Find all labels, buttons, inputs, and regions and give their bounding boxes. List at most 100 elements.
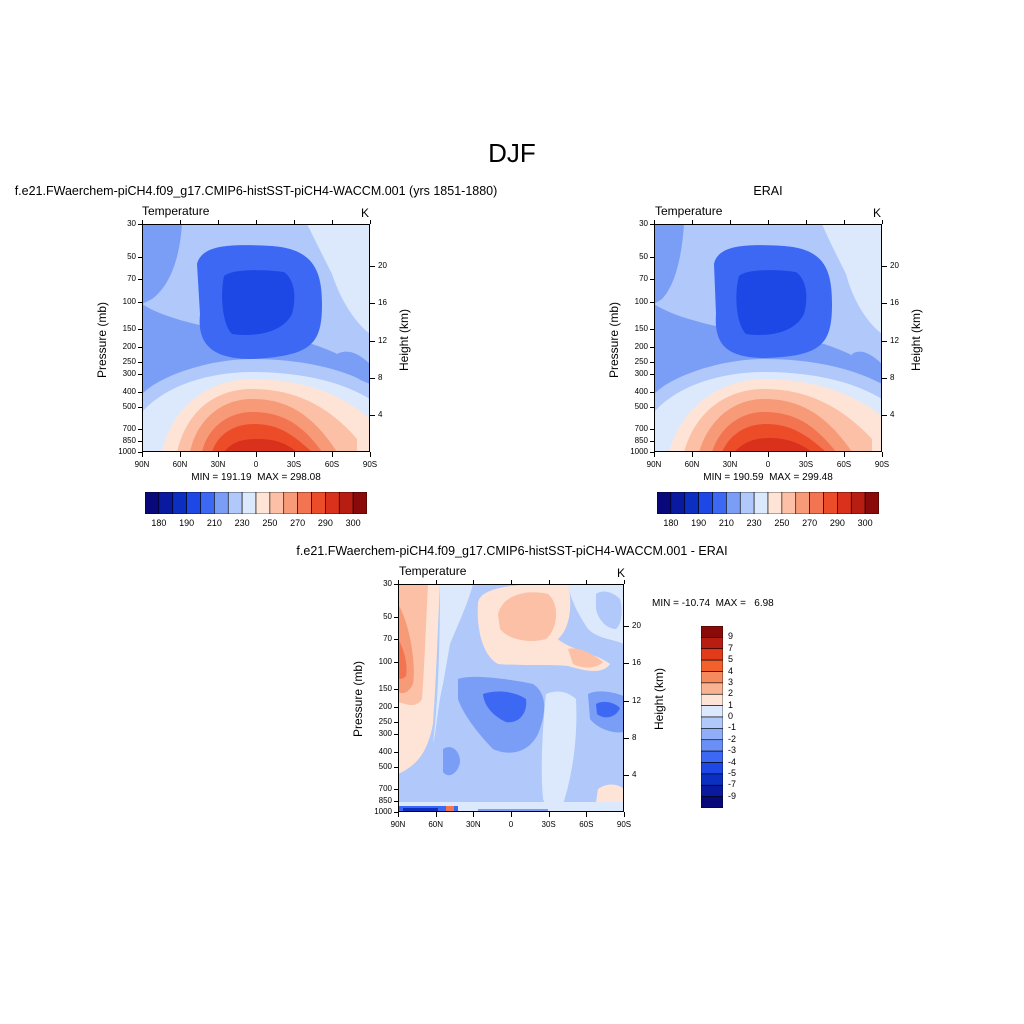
panel1-xtick-mark	[218, 452, 219, 457]
panel2-ytick: 30	[639, 219, 648, 228]
panel2-ytick: 500	[634, 401, 648, 411]
panel2-ytick: 70	[639, 274, 648, 284]
panel3-ytick-mark	[394, 617, 398, 618]
panel1-ytick-mark	[138, 374, 142, 375]
panel3-height-tick-mark	[624, 626, 629, 627]
panel2-plot	[654, 224, 882, 452]
colorbar-box	[269, 492, 285, 514]
panel2-xtick: 0	[765, 460, 771, 469]
colorbar-box	[781, 492, 797, 514]
colorbar-box	[297, 492, 312, 514]
panel3-xtick-mark-top	[586, 580, 587, 584]
colorbar-box	[701, 637, 723, 650]
panel3-ytick-mark	[394, 734, 398, 735]
colorbar-tick-label: 1	[728, 699, 734, 710]
panel2-height-tick-mark	[882, 378, 887, 379]
panel1-ytick-mark	[138, 347, 142, 348]
panel2-xtick-mark	[768, 452, 769, 457]
panel3-ytick-mark	[394, 789, 398, 790]
colorbar-box	[255, 492, 271, 514]
panel3-ytick-mark	[394, 812, 398, 813]
panel1-xtick-mark	[180, 452, 181, 457]
colorbar-tick-label: 270	[290, 518, 306, 528]
panel2-height-tick: 8	[890, 372, 895, 382]
colorbar-tick-label: 7	[728, 642, 734, 653]
panel3-title: f.e21.FWaerchem-piCH4.f09_g17.CMIP6-hist…	[296, 544, 728, 558]
panel1-height-tick: 4	[378, 409, 383, 419]
panel3-xtick-mark-top	[549, 580, 550, 584]
panel2-xtick-mark-top	[654, 220, 655, 224]
colorbar-box	[837, 492, 852, 514]
colorbar-tick-label: -5	[728, 767, 737, 778]
panel3-xtick-mark	[549, 812, 550, 817]
panel3-ytick-mark	[394, 584, 398, 585]
colorbar-box	[325, 492, 340, 514]
panel2-ytick-mark	[650, 302, 654, 303]
panel1-xtick-mark	[294, 452, 295, 457]
panel1-ytick-mark	[138, 429, 142, 430]
panel1-height-tick-mark	[370, 303, 375, 304]
panel3-height-tick: 20	[632, 621, 641, 631]
panel2-ytick: 300	[634, 368, 648, 378]
panel1-ytick-mark	[138, 452, 142, 453]
panel3-ytick: 700	[378, 783, 392, 793]
colorbar-box	[701, 705, 723, 718]
colorbar-box	[227, 492, 243, 514]
panel2-ytick-mark	[650, 257, 654, 258]
panel1-plot	[142, 224, 370, 452]
panel3-ytick: 100	[378, 657, 392, 667]
panel3-height-tick: 16	[632, 658, 641, 668]
panel2-ytick: 200	[634, 342, 648, 352]
colorbar-tick-label: -9	[728, 790, 737, 801]
panel3-ytick-mark	[394, 722, 398, 723]
panel1-height-tick-mark	[370, 266, 375, 267]
panel3-ytick: 850	[378, 796, 392, 806]
panel3-height-tick-mark	[624, 701, 629, 702]
colorbar-box	[712, 492, 727, 514]
colorbar-box	[864, 492, 879, 514]
colorbar-tick-label: 9	[728, 631, 734, 642]
main-title: DJF	[488, 138, 536, 168]
panel1-xtick-mark	[370, 452, 371, 457]
panel3-ytick: 300	[378, 728, 392, 738]
colorbar-box	[186, 492, 201, 514]
panel3-colorbar	[701, 626, 723, 808]
colorbar-box	[241, 492, 257, 514]
colorbar-box	[701, 648, 723, 661]
colorbar-box	[701, 728, 723, 741]
panel1-ytick-mark	[138, 329, 142, 330]
panel1-height-tick-mark	[370, 415, 375, 416]
colorbar-box	[767, 492, 783, 514]
panel2-height-tick-mark	[882, 341, 887, 342]
colorbar-box	[200, 492, 215, 514]
colorbar-tick-label: 190	[691, 518, 707, 528]
panel3-ytick-mark	[394, 801, 398, 802]
panel1-ytick-mark	[138, 392, 142, 393]
panel2-xtick: 30N	[722, 460, 738, 469]
colorbar-box	[145, 492, 160, 514]
colorbar-box	[795, 492, 810, 514]
panel1-xtick-mark-top	[180, 220, 181, 224]
colorbar-box	[684, 492, 699, 514]
panel3-ytick: 50	[383, 612, 392, 622]
panel1-xtick: 60S	[324, 460, 340, 469]
panel3-max: MAX = 6.98	[715, 598, 774, 609]
panel2-minmax: MIN = 190.59 MAX = 299.48	[654, 472, 882, 483]
colorbar-box	[850, 492, 866, 514]
panel2-height-tick-mark	[882, 415, 887, 416]
panel1-xtick-mark-top	[294, 220, 295, 224]
panel2-ytick: 100	[634, 297, 648, 307]
panel2-xtick-mark	[882, 452, 883, 457]
colorbar-tick-label: 5	[728, 654, 734, 665]
colorbar-box	[338, 492, 354, 514]
panel3-xtick-mark-top	[624, 580, 625, 584]
panel2-ytick: 150	[634, 323, 648, 333]
panel2-min: MIN = 190.59	[703, 472, 764, 483]
colorbar-box	[701, 796, 723, 808]
panel2-ytick-mark	[650, 224, 654, 225]
panel3-ytick-mark	[394, 689, 398, 690]
panel3-plot	[398, 584, 624, 812]
panel2-height-tick: 16	[890, 298, 899, 308]
panel3-xtick: 30S	[541, 820, 556, 829]
colorbar-box	[670, 492, 686, 514]
